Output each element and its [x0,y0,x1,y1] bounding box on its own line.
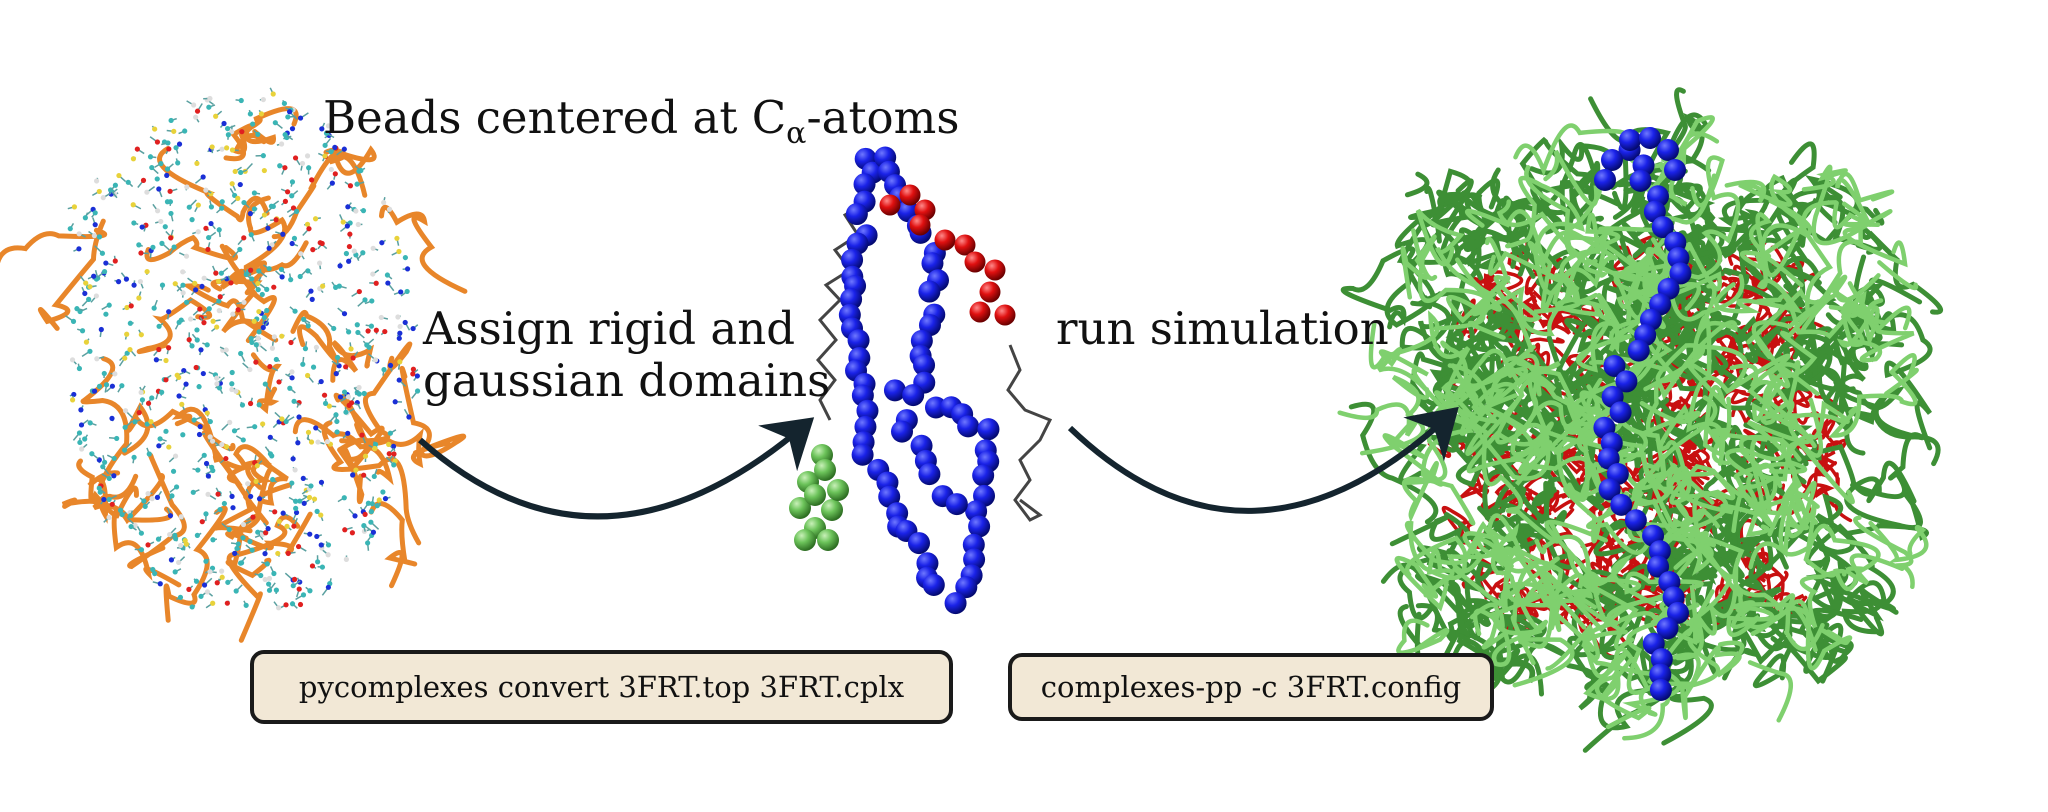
simulate-command-text: complexes-pp -c 3FRT.config [1040,670,1462,704]
curved-arrow-simulate [1067,406,1459,514]
run-simulation-label: run simulation [1056,302,1389,355]
atomistic-protein-model [0,87,468,643]
simulate-command-box: complexes-pp -c 3FRT.config [1008,653,1494,721]
coarse-grained-bead-model [789,146,1053,615]
beads-label-tail: -atoms [806,91,960,144]
beads-label: Beads centered at Cα-atoms [323,91,960,152]
convert-command-box: pycomplexes convert 3FRT.top 3FRT.cplx [250,650,953,724]
beads-label-main: Beads centered at C [323,91,787,144]
curved-arrow-convert [418,417,815,520]
convert-command-text: pycomplexes convert 3FRT.top 3FRT.cplx [298,670,905,704]
assign-label-line1: Assign rigid and [423,302,795,355]
beads-label-subscript: α [786,116,807,151]
linker-chain-right [1006,344,1053,522]
simulation-ensemble [1337,87,1944,753]
assign-label-line2: gaussian domains [423,354,831,407]
assign-domains-label: Assign rigid and gaussian domains [423,303,830,407]
